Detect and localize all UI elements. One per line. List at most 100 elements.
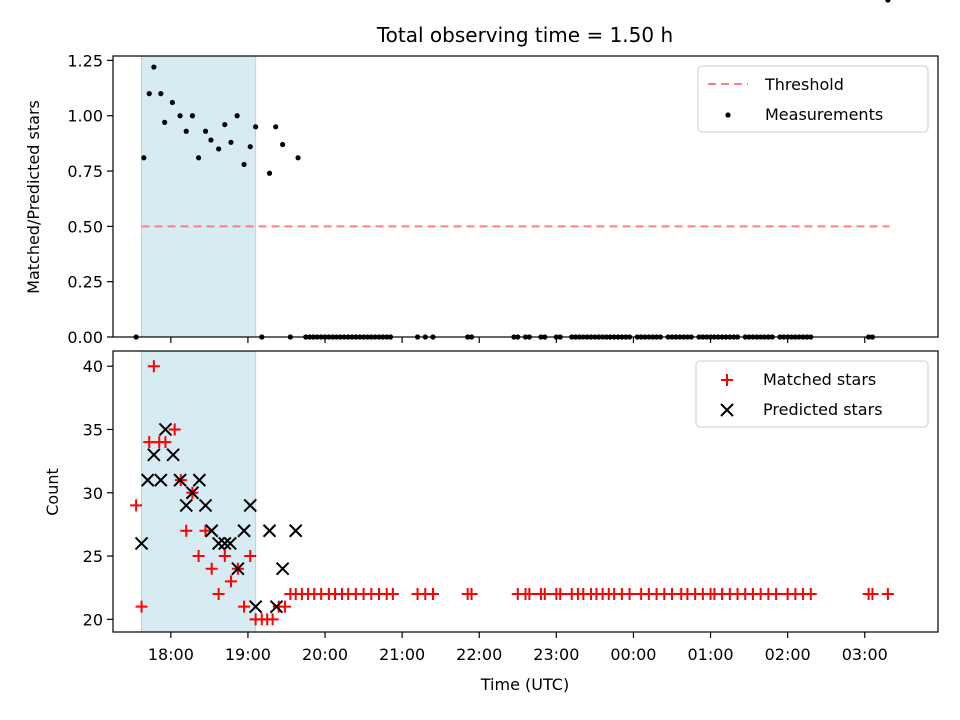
- matched-stars-series: [130, 360, 894, 626]
- bottom-x-ticks: 18:00 19:00 20:00 21:00 22:00 23:00 00:00 01:00…: [148, 632, 888, 664]
- matched-star-point: [426, 588, 439, 601]
- measurement-point: [189, 113, 196, 119]
- predicted-star-point: [185, 486, 200, 500]
- predicted-star-point: [237, 524, 251, 538]
- predicted-star-point: [218, 536, 232, 551]
- bottom-legend: Matched stars Predicted stars: [695, 360, 929, 428]
- measurement-point: [228, 139, 234, 145]
- legend-measurements-swatch: [725, 112, 731, 118]
- matched-star-point: [770, 588, 783, 601]
- chart-title: Total observing time = 1.50 h: [376, 23, 673, 47]
- y-tick-label: 1.25: [67, 51, 103, 70]
- bottom-axes-frame: [112, 350, 939, 633]
- matched-star-point: [218, 550, 231, 563]
- bottom-y-ticks: 20 25 30 35 40: [83, 357, 113, 629]
- predicted-star-point: [248, 599, 263, 614]
- matched-star-point: [205, 562, 218, 575]
- y-tick-label: 25: [83, 547, 103, 566]
- predicted-star-point: [134, 536, 149, 551]
- measurement-point: [216, 146, 222, 152]
- top-observing-span: [141, 55, 257, 338]
- predicted-star-point: [262, 524, 277, 538]
- matched-star-point: [266, 613, 279, 626]
- legend-matched-label: Matched stars: [763, 370, 876, 389]
- y-tick-label: 0.00: [67, 328, 103, 347]
- matched-star-point: [168, 423, 181, 436]
- bottom-panel: 20 25 30 35 40 18:00 19:00 20:00 21:00 22:00 23:0…: [43, 350, 939, 694]
- predicted-star-point: [166, 448, 180, 462]
- predicted-star-point: [158, 422, 173, 437]
- measurement-point: [253, 124, 259, 130]
- x-tick-label: 21:00: [379, 645, 425, 664]
- predicted-star-point: [223, 536, 237, 551]
- measurement-point: [266, 170, 273, 176]
- matched-star-point: [278, 600, 291, 613]
- matched-star-point: [130, 499, 143, 512]
- y-tick-label: 35: [83, 420, 103, 439]
- top-panel: 0.00 0.25 0.50 0.75 1.00 1.25 Matched/Predict…: [24, 0, 939, 347]
- predicted-star-point: [198, 498, 213, 513]
- bottom-y-axis-label: Count: [43, 468, 62, 516]
- x-tick-label: 01:00: [687, 645, 733, 664]
- matched-star-point: [881, 588, 894, 601]
- matched-star-point: [554, 588, 567, 601]
- measurement-point: [162, 119, 168, 125]
- measurement-point: [202, 128, 209, 134]
- measurement-point: [151, 64, 157, 70]
- bottom-legend-box: [695, 360, 929, 428]
- x-tick-label: 22:00: [456, 645, 502, 664]
- bottom-observing-span: [141, 350, 257, 633]
- top-y-ticks: 0.00 0.25 0.50 0.75 1.00 1.25: [67, 51, 113, 347]
- measurement-point: [247, 144, 253, 150]
- matched-star-point: [147, 360, 160, 373]
- y-tick-label: 0.25: [67, 273, 103, 292]
- matched-star-point: [238, 600, 251, 613]
- matched-star-point: [199, 524, 212, 537]
- predicted-star-point: [147, 448, 161, 462]
- legend-predicted-label: Predicted stars: [763, 400, 883, 419]
- matched-star-point: [866, 588, 879, 601]
- top-legend-box: [697, 65, 929, 133]
- x-tick-label: 20:00: [302, 645, 348, 664]
- matched-star-point: [523, 588, 536, 601]
- matched-star-point: [538, 588, 551, 601]
- matched-star-point: [386, 588, 399, 601]
- matched-star-point: [804, 588, 817, 601]
- measurement-point: [169, 99, 175, 106]
- matched-star-point: [135, 600, 148, 613]
- measurement-point: [183, 128, 189, 134]
- matched-star-point: [212, 588, 225, 601]
- x-tick-label: 00:00: [610, 645, 656, 664]
- predicted-star-point: [140, 473, 155, 487]
- x-tick-label: 19:00: [225, 645, 271, 664]
- matched-star-point: [623, 588, 636, 601]
- matched-star-point: [224, 575, 237, 588]
- measurement-point: [234, 113, 240, 119]
- matched-star-point: [159, 436, 172, 449]
- matched-star-point: [244, 550, 257, 563]
- measurement-point: [273, 124, 279, 130]
- legend-threshold-label: Threshold: [764, 75, 844, 94]
- measurement-point: [885, 0, 891, 3]
- y-tick-label: 0.75: [67, 162, 103, 181]
- predicted-star-point: [192, 473, 207, 487]
- top-axes-frame: [112, 55, 939, 338]
- predicted-star-point: [289, 524, 303, 538]
- predicted-star-point: [269, 599, 284, 614]
- y-tick-label: 30: [83, 484, 103, 503]
- measurement-point: [280, 141, 286, 148]
- measurements-series: [133, 0, 891, 340]
- predicted-star-point: [154, 473, 168, 487]
- legend-measurements-label: Measurements: [765, 105, 883, 124]
- top-x-ticks: [170, 337, 866, 343]
- measurement-point: [177, 113, 183, 119]
- x-tick-label: 03:00: [842, 645, 888, 664]
- predicted-star-point: [211, 536, 226, 551]
- measurement-point: [208, 137, 214, 143]
- predicted-star-point: [243, 498, 257, 513]
- measurement-point: [158, 91, 164, 97]
- x-axis-label: Time (UTC): [480, 675, 569, 694]
- legend-predicted-swatch: [720, 403, 734, 417]
- predicted-star-point: [173, 473, 187, 487]
